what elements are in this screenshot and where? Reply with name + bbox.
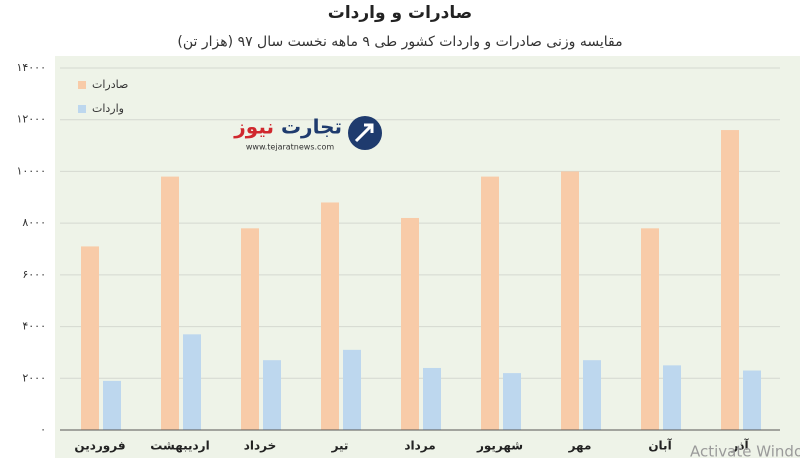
y-tick-label: ۱۰۰۰۰ bbox=[16, 164, 46, 177]
bar bbox=[183, 334, 201, 430]
legend-swatch bbox=[78, 105, 86, 113]
x-tick-label: مهر bbox=[568, 439, 592, 453]
x-tick-label: مرداد bbox=[404, 439, 435, 453]
y-tick-label: ۴۰۰۰ bbox=[22, 320, 46, 333]
bar bbox=[321, 202, 339, 430]
logo-text: نیوز bbox=[233, 115, 274, 139]
bar bbox=[721, 130, 739, 431]
bar bbox=[743, 370, 761, 430]
y-tick-label: ۰ bbox=[40, 423, 46, 436]
bar bbox=[343, 349, 361, 430]
legend-label: صادرات bbox=[92, 78, 128, 91]
bar bbox=[241, 228, 259, 430]
bar bbox=[103, 380, 121, 430]
y-tick-label: ۲۰۰۰ bbox=[22, 371, 46, 384]
legend-swatch bbox=[78, 81, 86, 89]
chart-title: صادرات و واردات bbox=[328, 3, 472, 23]
bar bbox=[161, 176, 179, 430]
y-tick-label: ۱۴۰۰۰ bbox=[16, 61, 46, 74]
os-overlay: Activate Windows bbox=[690, 443, 800, 458]
bar bbox=[401, 217, 419, 430]
bar bbox=[641, 228, 659, 430]
logo-text: تجارت bbox=[281, 115, 342, 139]
bar bbox=[263, 360, 281, 430]
x-tick-label: فروردین bbox=[74, 439, 125, 454]
y-tick-label: ۸۰۰۰ bbox=[22, 216, 46, 229]
logo-url: www.tejaratnews.com bbox=[246, 143, 334, 152]
x-tick-label: خرداد bbox=[244, 439, 277, 453]
bar bbox=[503, 373, 521, 430]
x-tick-label: آبان bbox=[648, 438, 672, 453]
x-tick-label: تیر bbox=[331, 439, 349, 453]
bar bbox=[561, 171, 579, 430]
bar bbox=[423, 367, 441, 430]
chart-subtitle: مقایسه وزنی صادرات و واردات کشور طی ۹ ما… bbox=[177, 34, 622, 50]
legend-label: واردات bbox=[92, 102, 124, 115]
x-tick-label: شهریور bbox=[476, 439, 523, 454]
logo-arrow bbox=[354, 123, 374, 143]
bar bbox=[583, 360, 601, 430]
y-tick-label: ۶۰۰۰ bbox=[22, 268, 46, 281]
bar bbox=[663, 365, 681, 430]
y-tick-label: ۱۲۰۰۰ bbox=[16, 113, 46, 126]
x-tick-label: اردیبهشت bbox=[150, 439, 209, 453]
bar bbox=[481, 176, 499, 430]
x-tick-label: آذر bbox=[730, 438, 749, 453]
bar bbox=[81, 246, 99, 430]
watermark: تجارت نیوز www.tejaratnews.com bbox=[233, 115, 382, 152]
